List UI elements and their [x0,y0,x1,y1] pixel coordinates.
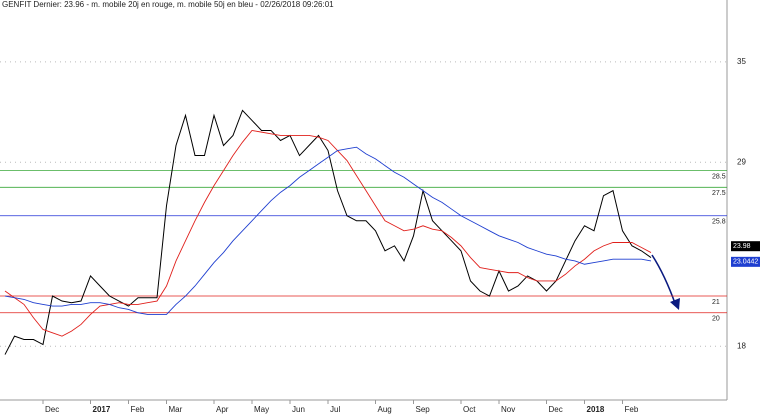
x-tick-label: May [254,405,269,414]
level-label: 21 [712,299,720,306]
x-tick-label: Dec [45,405,59,414]
x-tick-label: Aug [378,405,392,414]
y-tick-label: 29 [737,157,746,166]
price-tag-label: 23.0442 [733,259,758,266]
series-line [4,146,652,315]
x-tick-label: Sep [416,405,431,414]
arrow-head [670,298,680,310]
x-tick-label: Oct [463,405,476,414]
x-tick-label: Nov [501,405,515,414]
level-label: 20 [712,316,720,323]
x-tick-label: Feb [131,405,145,414]
price-tag-label: 23.98 [733,243,751,250]
price-tag [731,256,760,267]
level-label: 28.5 [712,173,726,180]
x-tick-label: Apr [216,405,229,414]
x-tick-label: Mar [169,405,183,414]
level-label: 25.8 [712,219,726,226]
price-tag [731,241,760,252]
series-line [4,109,652,355]
level-label: 27.5 [712,190,726,197]
x-tick-label: Jul [330,405,340,414]
x-tick-label: Feb [625,405,639,414]
chart-title: GENFIT Dernier: 23.96 - m. mobile 20j en… [2,0,334,9]
x-tick-label: Jun [292,405,305,414]
x-tick-label: 2017 [93,405,111,414]
y-tick-label: 35 [737,57,746,66]
x-tick-label: Dec [549,405,563,414]
series-line [4,129,652,337]
y-tick-label: 18 [737,341,746,350]
x-tick-label: 2018 [587,405,605,414]
